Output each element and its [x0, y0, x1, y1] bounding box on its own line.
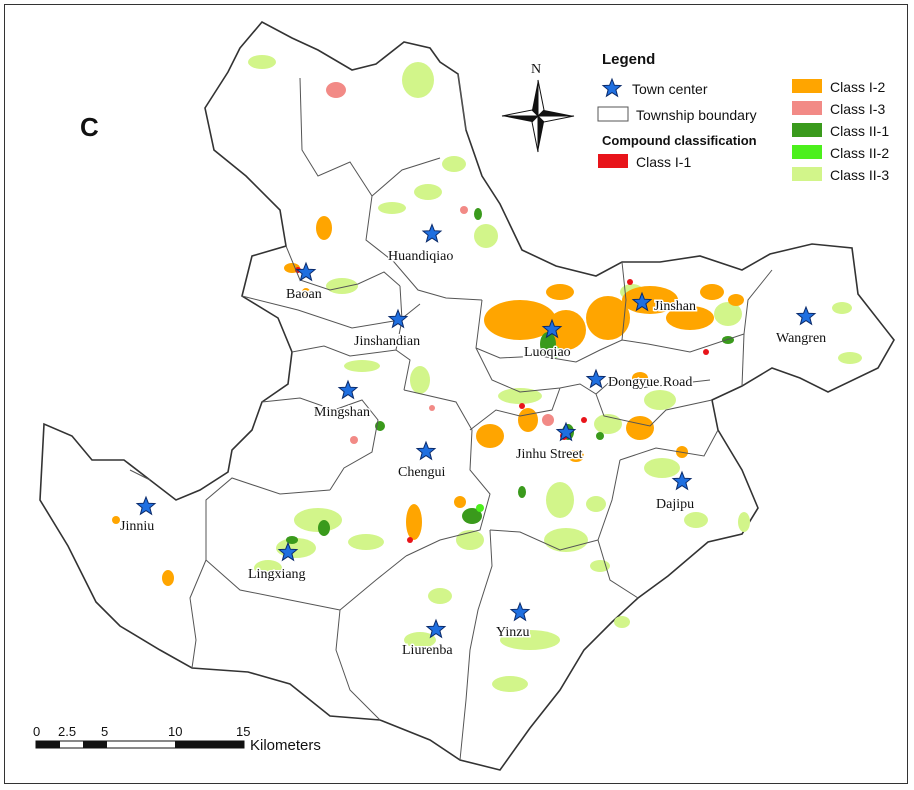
town-label: Chengui	[398, 465, 446, 480]
town-wangren[interactable]: Wangren	[775, 305, 828, 348]
scale-bar: 0 2.5 5 10 15 Kilometers	[33, 724, 321, 754]
legend-class-i-3: Class I-3	[830, 101, 885, 117]
swatch-class-ii-2	[792, 145, 822, 159]
legend-compound-title: Compound classification	[602, 133, 757, 148]
town-markers: Huandiqiao Baoan Jinshandian Mingshan Ch…	[119, 223, 828, 660]
town-jinshandian[interactable]: Jinshandian	[353, 308, 422, 351]
legend: Legend Town center Township boundary Com…	[597, 51, 889, 183]
town-chengui[interactable]: Chengui	[397, 440, 447, 482]
panel-letter: C	[80, 112, 99, 142]
north-label: N	[531, 62, 541, 77]
township-boundary-swatch	[597, 106, 629, 122]
township-boundaries	[129, 73, 773, 761]
legend-class-ii-2: Class II-2	[830, 145, 889, 161]
scale-tick-0: 0	[33, 724, 40, 739]
town-label: Lingxiang	[248, 567, 306, 582]
town-center-icon	[421, 223, 443, 243]
town-center-icon	[671, 470, 693, 491]
town-center-icon	[795, 305, 817, 326]
swatch-class-i-3	[792, 101, 822, 115]
town-center-icon	[555, 421, 577, 442]
town-liurenba[interactable]: Liurenba	[401, 618, 455, 660]
town-label: Dajipu	[656, 497, 694, 512]
town-label: Mingshan	[314, 405, 370, 420]
legend-town-center: Town center	[632, 81, 708, 97]
town-dongyue-road[interactable]: Dongyue Road	[585, 368, 694, 392]
town-jinniu[interactable]: Jinniu	[119, 495, 157, 536]
town-label: Yinzu	[496, 625, 529, 640]
town-center-icon	[135, 495, 157, 516]
swatch-class-i-1	[598, 154, 628, 168]
town-label: Liurenba	[402, 643, 453, 658]
town-label: Baoan	[286, 287, 322, 302]
town-label: Jinniu	[120, 519, 154, 534]
town-yinzu[interactable]: Yinzu	[495, 601, 531, 642]
town-mingshan[interactable]: Mingshan	[313, 379, 372, 422]
town-baoan[interactable]: Baoan	[285, 261, 323, 304]
legend-class-i-2: Class I-2	[830, 79, 885, 95]
north-arrow: N	[501, 62, 575, 153]
town-center-icon	[585, 368, 607, 389]
town-center-icon	[277, 541, 299, 562]
swatch-class-i-2	[792, 79, 822, 93]
town-label: Luoqiao	[524, 345, 571, 360]
town-jinhu-street[interactable]: Jinhu Street	[515, 421, 584, 464]
town-dajipu[interactable]: Dajipu	[655, 470, 696, 514]
scale-unit-label: Kilometers	[250, 737, 321, 754]
scale-tick-5: 5	[101, 724, 108, 739]
town-label: Huandiqiao	[388, 249, 453, 264]
landuse-layer	[112, 55, 862, 692]
town-lingxiang[interactable]: Lingxiang	[247, 541, 307, 584]
town-label: Dongyue Road	[608, 375, 692, 390]
town-center-icon	[631, 291, 653, 312]
scale-tick-10: 10	[168, 724, 182, 739]
town-center-icon	[415, 440, 437, 461]
legend-title: Legend	[602, 51, 655, 68]
town-luoqiao[interactable]: Luoqiao	[523, 318, 572, 362]
legend-township-boundary: Township boundary	[636, 107, 757, 123]
swatch-class-ii-3	[792, 167, 822, 181]
legend-class-i-1: Class I-1	[636, 154, 691, 170]
legend-class-ii-1: Class II-1	[830, 123, 889, 139]
town-label: Jinshandian	[354, 334, 420, 349]
town-center-legend-icon	[601, 77, 623, 98]
town-center-icon	[387, 308, 409, 329]
scale-tick-15: 15	[236, 724, 250, 739]
swatch-class-ii-1	[792, 123, 822, 137]
town-center-icon	[337, 379, 359, 400]
legend-class-ii-3: Class II-3	[830, 167, 889, 183]
town-center-icon	[541, 318, 563, 339]
county-outline	[39, 20, 895, 771]
scale-tick-2-5: 2.5	[58, 724, 76, 739]
town-label: Wangren	[776, 331, 826, 346]
town-huandiqiao[interactable]: Huandiqiao	[387, 223, 455, 266]
town-label: Jinhu Street	[516, 447, 583, 462]
town-center-icon	[425, 618, 447, 639]
town-label: Jinshan	[654, 299, 696, 314]
town-center-icon	[295, 261, 317, 282]
town-center-icon	[509, 601, 531, 622]
town-jinshan[interactable]: Jinshan	[631, 291, 698, 316]
